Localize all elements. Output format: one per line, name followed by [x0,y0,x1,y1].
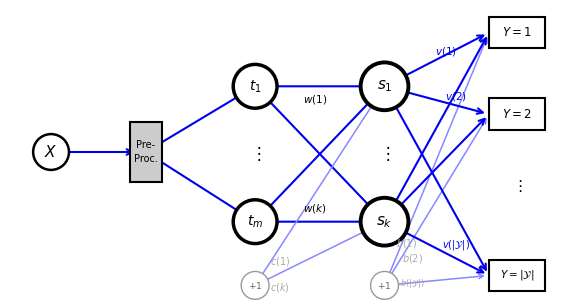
Text: $\vdots$: $\vdots$ [379,144,390,164]
Text: $Y=2$: $Y=2$ [502,108,532,121]
Text: $Y=1$: $Y=1$ [502,26,532,39]
Text: $X$: $X$ [44,144,58,160]
Text: $b(2)$: $b(2)$ [402,252,423,265]
Text: $w(k)$: $w(k)$ [303,202,327,215]
Circle shape [370,271,398,299]
Text: $t_1$: $t_1$ [249,78,261,95]
FancyBboxPatch shape [489,17,545,48]
Circle shape [33,134,69,170]
Circle shape [241,271,269,299]
Text: $+1$: $+1$ [377,280,392,291]
Text: $b(|\mathcal{Y}|)$: $b(|\mathcal{Y}|)$ [400,277,425,290]
FancyBboxPatch shape [130,122,161,182]
Text: $v(2)$: $v(2)$ [445,90,466,103]
Text: $s_k$: $s_k$ [377,214,393,230]
Text: $v(1)$: $v(1)$ [435,45,457,58]
Text: $b(1)$: $b(1)$ [396,237,417,250]
Text: $Y=|\mathcal{Y}|$: $Y=|\mathcal{Y}|$ [500,268,534,282]
Circle shape [361,198,409,246]
Circle shape [361,62,409,110]
Circle shape [233,64,277,108]
Text: $v(|\mathcal{Y}|)$: $v(|\mathcal{Y}|)$ [442,237,470,252]
Text: $s_1$: $s_1$ [377,78,392,94]
Text: $t_m$: $t_m$ [247,213,263,230]
Text: $c(k)$: $c(k)$ [270,281,290,294]
Text: Pre-
Proc.: Pre- Proc. [134,140,157,164]
Text: $+1$: $+1$ [248,280,262,291]
Text: $\vdots$: $\vdots$ [250,144,261,164]
FancyBboxPatch shape [489,260,545,291]
Text: $c(1)$: $c(1)$ [270,255,290,268]
Text: $\vdots$: $\vdots$ [512,178,522,194]
Circle shape [233,200,277,244]
FancyBboxPatch shape [489,98,545,130]
Text: $w(1)$: $w(1)$ [303,93,327,106]
